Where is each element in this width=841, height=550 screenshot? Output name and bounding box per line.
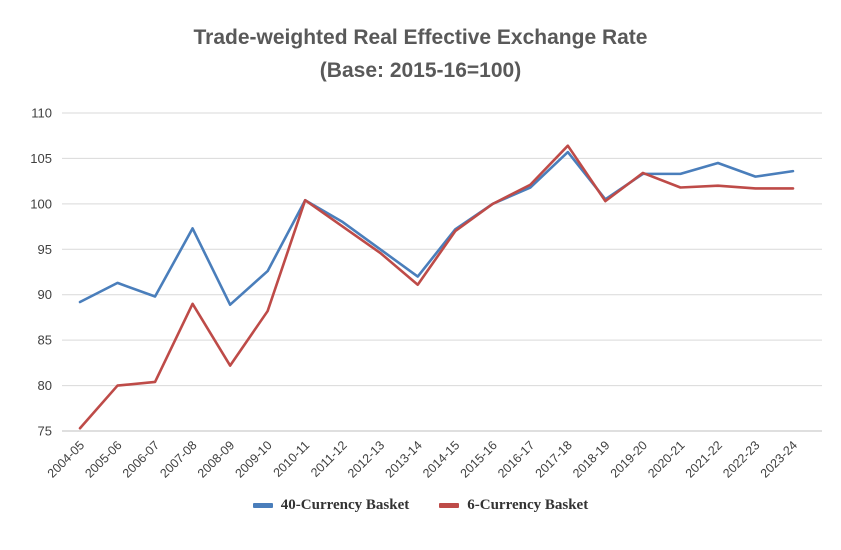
y-tick-label: 95 bbox=[38, 242, 52, 257]
y-tick-label: 100 bbox=[30, 196, 52, 211]
x-tick-label: 2017-18 bbox=[533, 438, 575, 480]
y-tick-label: 75 bbox=[38, 424, 52, 439]
x-tick-label: 2021-22 bbox=[683, 438, 725, 480]
y-tick-label: 110 bbox=[31, 106, 52, 121]
y-tick-label: 105 bbox=[30, 151, 52, 166]
x-tick-label: 2016-17 bbox=[495, 438, 537, 480]
x-tick-label: 2006-07 bbox=[120, 438, 162, 480]
x-tick-label: 2004-05 bbox=[45, 438, 87, 480]
x-tick-label: 2012-13 bbox=[345, 438, 387, 480]
x-tick-label: 2019-20 bbox=[608, 438, 650, 480]
legend-item-40-currency: 40-Currency Basket bbox=[252, 497, 410, 514]
x-tick-label: 2023-24 bbox=[758, 438, 800, 480]
x-tick-label: 2005-06 bbox=[82, 438, 124, 480]
y-tick-label: 80 bbox=[38, 378, 52, 393]
legend-swatch-40-currency-icon bbox=[252, 503, 273, 508]
x-tick-label: 2011-12 bbox=[308, 438, 350, 480]
x-tick-label: 2020-21 bbox=[645, 438, 687, 480]
x-tick-label: 2022-23 bbox=[720, 438, 762, 480]
y-tick-label: 90 bbox=[38, 287, 52, 302]
x-tick-label: 2010-11 bbox=[271, 438, 313, 480]
x-tick-label: 2013-14 bbox=[383, 438, 425, 480]
series-line-40-currency-basket bbox=[78, 150, 795, 307]
chart-legend: 40-Currency Basket 6-Currency Basket bbox=[0, 497, 841, 514]
x-tick-label: 2009-10 bbox=[232, 438, 274, 480]
chart-title-line2: (Base: 2015-16=100) bbox=[319, 58, 522, 82]
legend-swatch-6-currency-icon bbox=[439, 503, 460, 508]
x-tick-label: 2014-15 bbox=[420, 438, 462, 480]
legend-item-6-currency: 6-Currency Basket bbox=[439, 497, 588, 514]
x-tick-label: 2015-16 bbox=[458, 438, 500, 480]
legend-label-40-currency: 40-Currency Basket bbox=[280, 497, 410, 513]
x-tick-label: 2007-08 bbox=[157, 438, 199, 480]
chart-title: Trade-weighted Real Effective Exchange R… bbox=[0, 22, 841, 87]
chart-title-line1: Trade-weighted Real Effective Exchange R… bbox=[193, 26, 648, 49]
legend-label-6-currency: 6-Currency Basket bbox=[467, 497, 589, 513]
x-tick-label: 2008-09 bbox=[195, 438, 237, 480]
series-line-6-currency-basket bbox=[78, 144, 795, 430]
x-tick-label: 2018-19 bbox=[570, 438, 612, 480]
y-tick-label: 85 bbox=[38, 333, 52, 348]
